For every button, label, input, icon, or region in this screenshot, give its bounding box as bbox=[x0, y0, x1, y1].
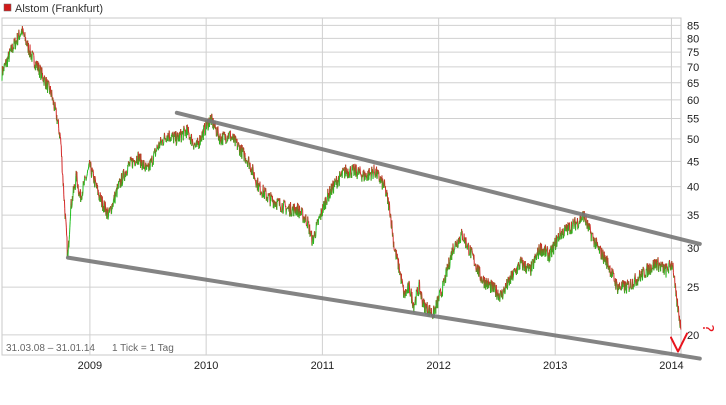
y-tick-label: 25 bbox=[687, 282, 699, 294]
legend-label: Alstom (Frankfurt) bbox=[15, 3, 103, 15]
y-tick-label: 20 bbox=[687, 330, 699, 342]
y-tick-label: 60 bbox=[687, 95, 699, 107]
y-tick-label: 85 bbox=[687, 20, 699, 32]
y-tick-label: 55 bbox=[687, 114, 699, 126]
price-series bbox=[1, 26, 682, 330]
annotation-checkmark bbox=[670, 332, 688, 353]
y-tick-label: 35 bbox=[687, 210, 699, 222]
y-tick-label: 70 bbox=[687, 62, 699, 74]
x-tick-label: 2012 bbox=[426, 360, 450, 372]
y-tick-label: 50 bbox=[687, 134, 699, 146]
tick-info-label: 1 Tick = 1 Tag bbox=[112, 343, 174, 354]
x-tick-label: 2010 bbox=[194, 360, 218, 372]
trend-lines bbox=[65, 110, 702, 361]
legend-swatch bbox=[3, 3, 12, 12]
x-tick-label: 2013 bbox=[543, 360, 567, 372]
grid bbox=[1, 17, 682, 356]
x-tick-label: 2011 bbox=[311, 360, 335, 372]
y-tick-label: 30 bbox=[687, 243, 699, 255]
annotations: ? bbox=[670, 324, 717, 353]
y-tick-label: 45 bbox=[687, 156, 699, 168]
date-range-label: 31.03.08 – 31.01.14 bbox=[6, 343, 95, 354]
x-tick-label: 2014 bbox=[659, 360, 683, 372]
annotation-question-mark: ? bbox=[699, 324, 717, 332]
y-tick-label: 80 bbox=[687, 33, 699, 45]
y-tick-label: 65 bbox=[687, 78, 699, 90]
y-tick-label: 40 bbox=[687, 182, 699, 194]
x-tick-label: 2009 bbox=[78, 360, 102, 372]
trend-line bbox=[174, 110, 702, 246]
y-tick-label: 75 bbox=[687, 47, 699, 59]
trend-line bbox=[65, 255, 702, 361]
x-axis: 2009 2010 2011 2012 2013 2014 bbox=[78, 360, 684, 372]
